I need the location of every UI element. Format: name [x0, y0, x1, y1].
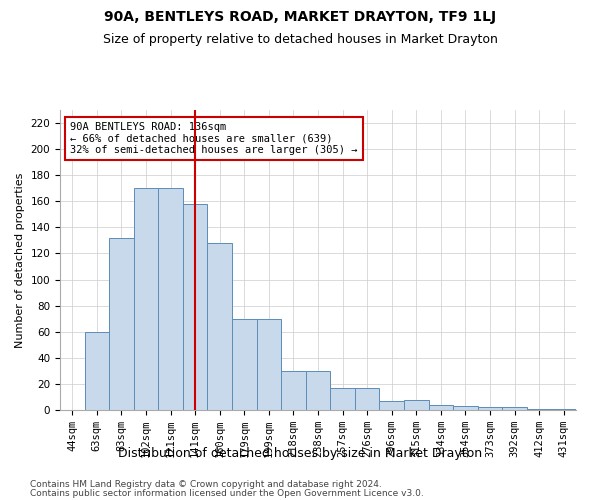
Bar [502, 408, 527, 410]
Text: Contains public sector information licensed under the Open Government Licence v3: Contains public sector information licen… [30, 489, 424, 498]
Text: 90A, BENTLEYS ROAD, MARKET DRAYTON, TF9 1LJ: 90A, BENTLEYS ROAD, MARKET DRAYTON, TF9 … [104, 10, 496, 24]
Text: 90A BENTLEYS ROAD: 136sqm
← 66% of detached houses are smaller (639)
32% of semi: 90A BENTLEYS ROAD: 136sqm ← 66% of detac… [70, 122, 358, 155]
Y-axis label: Number of detached properties: Number of detached properties [15, 172, 25, 348]
Bar [158, 188, 183, 410]
Bar [527, 408, 551, 410]
Bar [232, 318, 257, 410]
Text: Contains HM Land Registry data © Crown copyright and database right 2024.: Contains HM Land Registry data © Crown c… [30, 480, 382, 489]
Bar [379, 401, 404, 410]
Bar [551, 408, 576, 410]
Bar [257, 318, 281, 410]
Bar [428, 405, 453, 410]
Bar [306, 371, 330, 410]
Bar [453, 406, 478, 410]
Bar [208, 243, 232, 410]
Bar [404, 400, 428, 410]
Text: Distribution of detached houses by size in Market Drayton: Distribution of detached houses by size … [118, 448, 482, 460]
Bar [85, 332, 109, 410]
Bar [134, 188, 158, 410]
Bar [330, 388, 355, 410]
Bar [281, 371, 306, 410]
Bar [355, 388, 379, 410]
Text: Size of property relative to detached houses in Market Drayton: Size of property relative to detached ho… [103, 32, 497, 46]
Bar [109, 238, 134, 410]
Bar [478, 408, 502, 410]
Bar [183, 204, 208, 410]
